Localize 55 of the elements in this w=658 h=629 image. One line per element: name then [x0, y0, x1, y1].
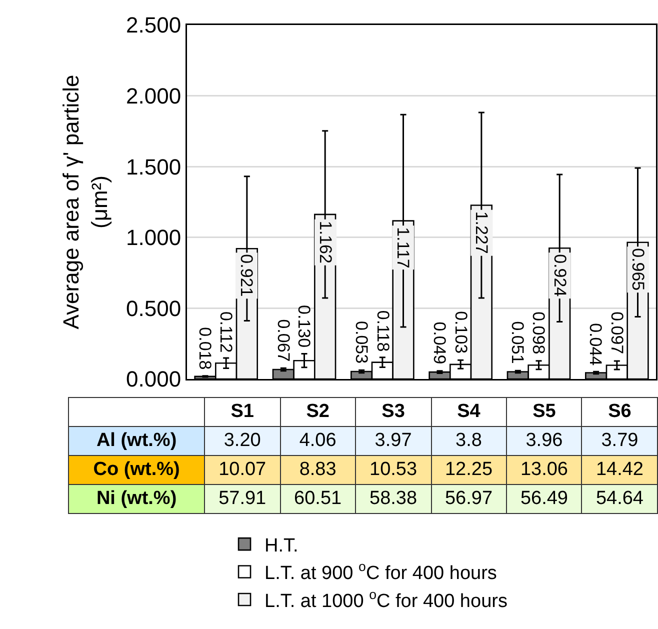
x-tick-label: S2 — [280, 398, 356, 426]
data-label: 58.38 — [356, 484, 432, 514]
data-label: 0.044 — [586, 323, 606, 366]
x-tick-label: S3 — [356, 398, 432, 426]
data-label: 1.227 — [472, 211, 492, 254]
data-label: 54.64 — [582, 484, 658, 514]
y-tick-label: 0.500 — [126, 296, 182, 321]
data-label: 3.20 — [204, 426, 280, 456]
y-axis-title: Average area of γ' particle (μm²) — [58, 74, 112, 330]
data-label: 3.96 — [506, 426, 582, 456]
data-label: 0.051 — [508, 321, 528, 364]
data-label: 10.53 — [356, 456, 432, 484]
x-tick-label: S5 — [506, 398, 582, 426]
data-label: 13.06 — [506, 456, 582, 484]
data-label: 3.79 — [582, 426, 658, 456]
legend-label: L.T. at 900 $^{o}$C for 400 hours — [264, 559, 497, 584]
data-label: 0.018 — [196, 327, 215, 370]
x-tick-label: S1 — [204, 398, 280, 426]
y-tick-label: Ni (wt.%) — [68, 484, 205, 514]
data-label: 1.117 — [394, 227, 413, 268]
data-label: 0.097 — [607, 312, 626, 354]
data-label: 0.112 — [216, 311, 236, 353]
data-label: 4.06 — [280, 426, 356, 456]
legend-label: H.T. — [264, 535, 298, 556]
data-label: 3.97 — [356, 426, 432, 456]
y-tick-label: Al (wt.%) — [68, 426, 205, 456]
data-label: 0.965 — [628, 248, 648, 291]
data-label: 0.921 — [237, 254, 256, 297]
data-label: 0.098 — [529, 312, 548, 354]
data-label: 8.83 — [280, 456, 356, 484]
y-tick-label: 0.000 — [126, 366, 182, 392]
data-label: 57.91 — [204, 484, 280, 514]
data-label: 56.49 — [506, 484, 582, 514]
y-tick-label: 2.500 — [126, 12, 182, 38]
data-label: 10.07 — [204, 456, 280, 484]
data-label: 0.067 — [274, 319, 294, 362]
y-tick-label: Co (wt.%) — [68, 456, 205, 484]
data-label: 60.51 — [280, 484, 356, 514]
x-tick-label: S6 — [582, 398, 658, 426]
data-label: 0.118 — [373, 310, 392, 352]
data-label: 0.130 — [294, 305, 314, 348]
x-tick-label: S4 — [431, 398, 506, 426]
data-label: 3.8 — [431, 426, 506, 456]
legend-label: L.T. at 1000 $^{o}$C for 400 hours — [264, 586, 508, 612]
data-label: 12.25 — [431, 456, 506, 484]
data-label: 0.049 — [430, 322, 450, 364]
data-label: 0.103 — [451, 311, 470, 354]
data-label: 0.924 — [550, 254, 570, 297]
y-tick-label: 1.500 — [126, 154, 182, 180]
data-label: 56.97 — [431, 484, 506, 514]
y-tick-label: 2.000 — [126, 84, 182, 108]
data-label: 0.053 — [352, 321, 372, 364]
data-label: 14.42 — [582, 456, 658, 484]
y-tick-label: 1.000 — [126, 225, 182, 250]
data-label: 1.162 — [316, 220, 336, 264]
